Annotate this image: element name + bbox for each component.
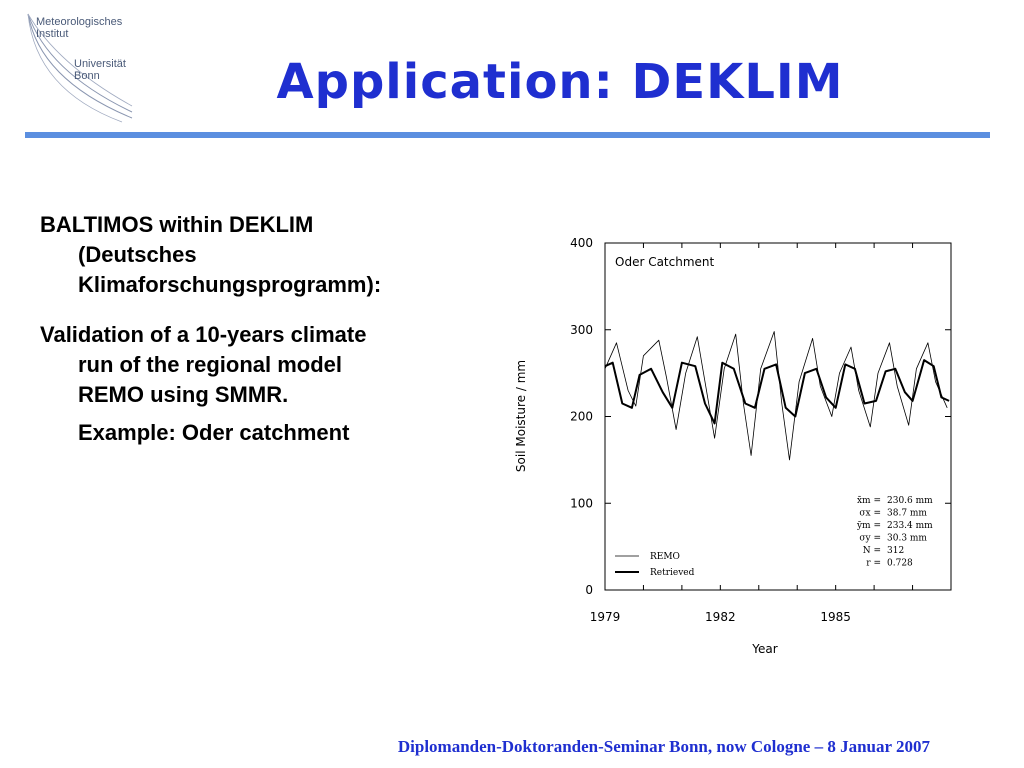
para1-line1: BALTIMOS within DEKLIM	[40, 212, 314, 237]
university-logo: Meteorologisches Institut Universität Bo…	[22, 10, 142, 125]
para1-line3: Klimaforschungsprogramm):	[78, 272, 382, 297]
chart-title: Oder Catchment	[615, 255, 715, 269]
stat-label: ȳm =	[856, 521, 881, 531]
stat-label: r =	[866, 559, 881, 569]
stat-value: 30.3 mm	[887, 534, 927, 544]
y-axis-label: Soil Moisture / mm	[514, 360, 528, 472]
stat-value: 233.4 mm	[887, 521, 933, 531]
logo-text-3: Universität	[74, 58, 126, 70]
logo-text-2: Institut	[36, 28, 69, 40]
legend-retrieved-label: Retrieved	[650, 568, 695, 578]
stat-value: 312	[887, 546, 904, 556]
y-tick-label: 400	[570, 236, 593, 250]
y-tick-label: 100	[570, 496, 593, 510]
para2-line2: run of the regional model	[78, 352, 343, 377]
y-tick-label: 0	[585, 583, 593, 597]
series-line-retrieved	[604, 359, 950, 425]
slide-title: Application: DEKLIM	[276, 54, 844, 110]
y-tick-label: 200	[570, 410, 593, 424]
slide-footer: Diplomanden-Doktoranden-Seminar Bonn, no…	[397, 737, 930, 756]
stat-label: σx =	[859, 509, 881, 519]
x-tick-label: 1982	[705, 610, 736, 624]
para2-line3: REMO using SMMR.	[78, 382, 289, 407]
paragraph-baltimos: BALTIMOS within DEKLIM (Deutsches Klimaf…	[40, 210, 500, 300]
chart-svg: 0 100 200 300 400 1979 1982 1985 Oder Catchmen…	[514, 236, 952, 656]
y-tick-label: 300	[570, 323, 593, 337]
stat-label: σy =	[859, 534, 881, 544]
paragraph-validation: Validation of a 10-years climate run of …	[40, 320, 500, 410]
x-tick-label: 1985	[820, 610, 851, 624]
stat-value: 38.7 mm	[887, 509, 927, 519]
example-line: Example: Oder catchment	[78, 420, 350, 445]
soil-moisture-chart: 0 100 200 300 400 1979 1982 1985 Oder Catchmen…	[505, 228, 965, 668]
legend-remo-label: REMO	[650, 552, 680, 562]
stat-value: 0.728	[887, 559, 913, 569]
x-axis-label: Year	[751, 642, 777, 656]
stat-value: 230.6 mm	[887, 496, 933, 506]
para1-line2: (Deutsches	[78, 242, 197, 267]
title-divider	[25, 132, 990, 138]
stat-label: N =	[863, 546, 881, 556]
series-line-remo	[604, 331, 948, 461]
para2-line1: Validation of a 10-years climate	[40, 322, 367, 347]
slide-body: BALTIMOS within DEKLIM (Deutsches Klimaf…	[40, 210, 500, 448]
stat-label: x̄m =	[857, 496, 881, 506]
logo-text-4: Bonn	[74, 70, 100, 82]
logo-text-1: Meteorologisches	[36, 16, 123, 28]
logo-swoosh-icon	[27, 13, 133, 123]
x-tick-label: 1979	[590, 610, 621, 624]
